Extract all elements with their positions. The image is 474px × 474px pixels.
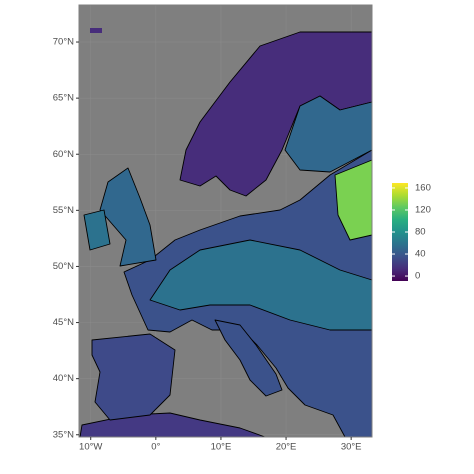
- colorbar-label: 0: [415, 271, 420, 282]
- iberia: [91, 333, 176, 421]
- y-tick-label: 45°N: [53, 317, 74, 328]
- italy: [214, 319, 283, 397]
- y-tick-label: 40°N: [53, 373, 74, 384]
- y-tick-label: 55°N: [53, 205, 74, 216]
- ireland: [83, 209, 111, 251]
- colorbar-label: 80: [415, 227, 426, 238]
- y-tick-label: 35°N: [53, 429, 74, 440]
- x-tick-label: 0°: [151, 442, 160, 453]
- x-tick-label: 10°W: [79, 442, 102, 453]
- panel-border: [78, 4, 373, 438]
- britain: [99, 167, 157, 267]
- x-tick-label: 30°E: [341, 442, 362, 453]
- y-tick-label: 50°N: [53, 261, 74, 272]
- y-tick-label: 60°N: [53, 149, 74, 160]
- x-tick-label: 10°E: [211, 442, 232, 453]
- colorbar: [392, 183, 408, 281]
- colorbar-label: 120: [415, 204, 431, 215]
- land: [79, 28, 373, 438]
- colorbar-label: 40: [415, 249, 426, 260]
- island: [90, 28, 102, 33]
- colorbar-label: 160: [415, 182, 431, 193]
- y-tick-label: 70°N: [53, 37, 74, 48]
- y-tick-label: 65°N: [53, 93, 74, 104]
- east-high: [334, 159, 373, 241]
- north-africa: [79, 412, 266, 438]
- x-tick-label: 20°E: [276, 442, 297, 453]
